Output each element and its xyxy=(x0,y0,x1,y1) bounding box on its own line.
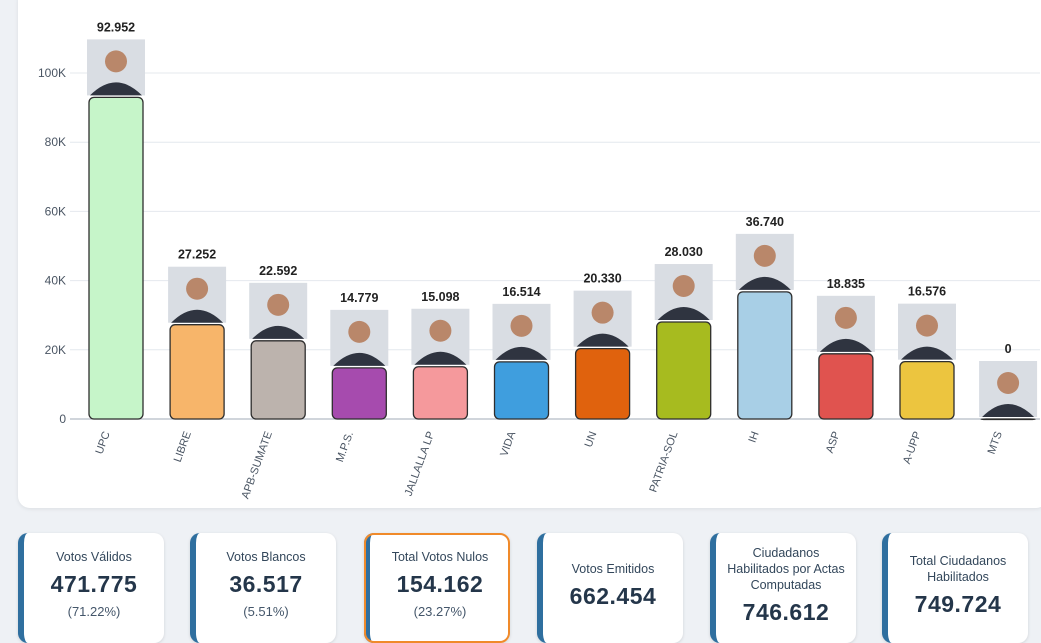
y-tick-label: 40K xyxy=(45,274,66,288)
bar-value-label: 28.030 xyxy=(665,245,703,259)
candidate-photo-body xyxy=(982,404,1035,417)
x-tick-label: JALLALLA LP xyxy=(403,430,437,498)
x-tick-label: APB-SUMATE xyxy=(240,430,275,501)
candidate-photo-body xyxy=(657,307,710,321)
bar-a-upp xyxy=(899,360,955,420)
bar-value-label: 22.592 xyxy=(259,264,297,278)
x-tick-label: PATRIA-SOL xyxy=(647,430,680,494)
candidate-photo-body xyxy=(252,325,305,339)
stat-card-votes-cast: Votos Emitidos 662.454 xyxy=(537,533,683,643)
candidate-photo-body xyxy=(901,346,953,360)
y-tick-label: 100K xyxy=(38,66,66,80)
candidate-photo-head xyxy=(348,320,371,343)
stat-card-null-votes: Total Votos Nulos 154.162 (23.27%) xyxy=(364,533,510,643)
bar-value-label: 15.098 xyxy=(421,290,459,304)
stat-label: Votos Válidos xyxy=(56,550,132,564)
bar-mts xyxy=(980,418,1036,421)
candidate-photo-body xyxy=(819,338,872,352)
bar-patria-sol xyxy=(656,321,712,420)
candidate-photo-body xyxy=(90,82,142,96)
bar-value-label: 92.952 xyxy=(97,20,135,34)
bar-vida xyxy=(493,361,550,420)
stat-value: 749.724 xyxy=(914,591,1002,617)
candidate-photo-body xyxy=(738,276,791,290)
candidate-photo-head xyxy=(429,319,452,342)
bar-value-label: 18.835 xyxy=(827,277,865,291)
bar-libre xyxy=(169,324,225,420)
bar-value-label: 14.779 xyxy=(340,291,378,305)
candidate-photo-head xyxy=(267,293,290,316)
stat-percentage: (23.27%) xyxy=(413,604,467,619)
stat-card-total-citizens-enabled: Total Ciudadanos Habilitados 749.724 xyxy=(882,533,1028,643)
stat-value: 36.517 xyxy=(229,571,303,597)
bar-value-label: 16.514 xyxy=(502,285,540,299)
stat-value: 471.775 xyxy=(50,571,138,597)
bar-ih xyxy=(737,291,793,420)
x-tick-label: UPC xyxy=(94,430,113,456)
bar-jallalla-lp xyxy=(412,366,469,420)
stat-value: 154.162 xyxy=(396,571,484,597)
candidate-photo-body xyxy=(171,309,224,323)
bar-un xyxy=(574,348,631,420)
y-tick-label: 20K xyxy=(45,343,66,357)
candidate-photo-head xyxy=(753,244,776,267)
candidate-photo-head xyxy=(105,50,127,73)
bar-apb-sumate xyxy=(250,340,306,420)
bar-m-p-s- xyxy=(331,367,387,420)
x-tick-label: VIDA xyxy=(498,429,518,458)
candidate-photo-body xyxy=(414,351,467,365)
stat-label: Ciudadanos Habilitados por Actas Computa… xyxy=(727,546,845,592)
candidate-photo-head xyxy=(591,301,614,324)
bar-chart: 0 20K 40K 60K 80K 100K 92.952 UPC 27.252 LIBRE 22.… xyxy=(38,20,1040,501)
candidate-photo-head xyxy=(834,306,857,329)
stat-card-blank-votes: Votos Blancos 36.517 (5.51%) xyxy=(190,533,336,643)
x-tick-label: A-UPP xyxy=(901,430,924,466)
candidate-photo-head xyxy=(186,277,209,300)
stat-percentage: (5.51%) xyxy=(243,604,289,619)
bar-value-label: 20.330 xyxy=(583,272,621,286)
x-tick-label: MTS xyxy=(986,430,1005,456)
candidate-photo-head xyxy=(997,372,1020,394)
y-tick-label: 60K xyxy=(45,204,66,218)
x-tick-label: IH xyxy=(747,430,762,444)
stat-label: Total Votos Nulos xyxy=(391,550,489,564)
x-tick-label: ASP xyxy=(824,430,843,455)
stat-label: Votos Emitidos xyxy=(571,562,655,576)
bar-value-label: 16.576 xyxy=(908,285,946,299)
candidate-photo-body xyxy=(576,333,629,347)
y-tick-label: 0 xyxy=(59,412,66,426)
bar-upc xyxy=(88,96,144,420)
stat-card-valid-votes: Votos Válidos 471.775 (71.22%) xyxy=(18,533,164,643)
candidate-photo-head xyxy=(916,314,938,337)
y-tick-label: 80K xyxy=(45,135,66,149)
stat-value: 746.612 xyxy=(742,599,830,625)
stat-label: Total Ciudadanos Habilitados xyxy=(909,554,1007,584)
x-tick-label: LIBRE xyxy=(172,430,194,464)
stat-percentage: (71.22%) xyxy=(67,604,121,619)
x-tick-label: UN xyxy=(583,430,600,449)
candidate-photo-head xyxy=(672,275,695,298)
bar-value-label: 36.740 xyxy=(746,215,784,229)
bar-value-label: 27.252 xyxy=(178,248,216,262)
bar-value-label: 0 xyxy=(1005,342,1012,356)
stat-value: 662.454 xyxy=(569,583,657,609)
stat-label: Votos Blancos xyxy=(226,550,306,564)
candidate-photo-body xyxy=(495,346,548,360)
bar-asp xyxy=(818,353,874,420)
candidate-photo-head xyxy=(510,314,533,337)
results-chart-card: 0 20K 40K 60K 80K 100K 92.952 UPC 27.252 LIBRE 22.… xyxy=(18,0,1041,508)
stat-card-citizens-enabled-computed: Ciudadanos Habilitados por Actas Computa… xyxy=(710,533,856,643)
x-tick-label: M.P.S. xyxy=(334,430,356,464)
candidate-photo-body xyxy=(333,352,386,366)
